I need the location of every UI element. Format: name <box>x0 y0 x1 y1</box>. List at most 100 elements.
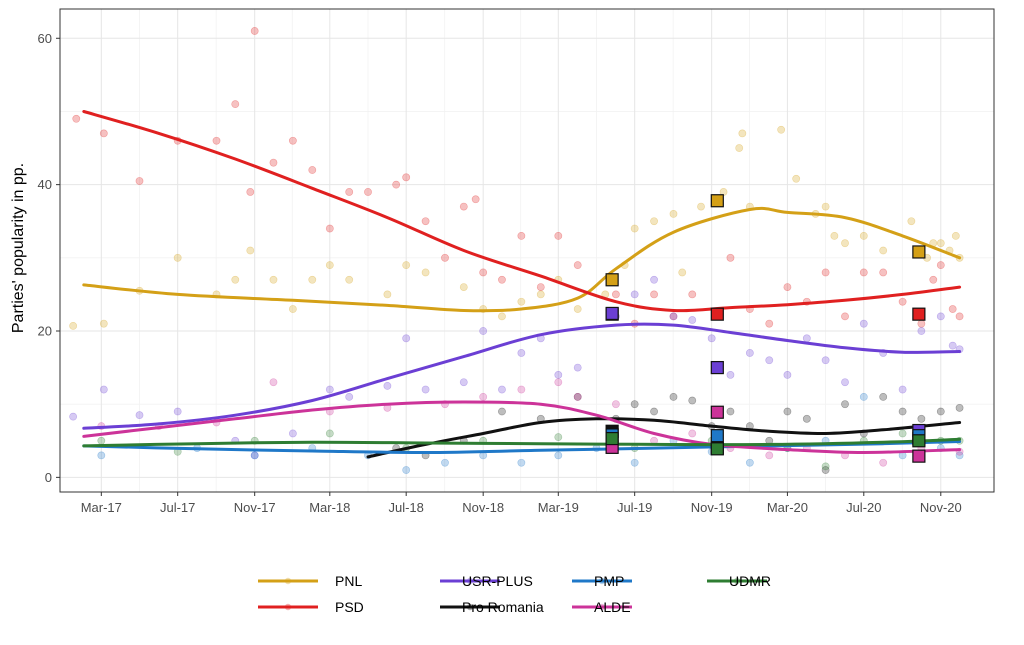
poll-point <box>308 275 317 284</box>
poll-point <box>288 429 297 438</box>
x-tick-label: Nov-18 <box>462 500 504 515</box>
poll-point <box>879 268 888 277</box>
poll-point <box>135 177 144 185</box>
poll-point <box>688 316 697 324</box>
poll-point <box>688 429 697 438</box>
poll-point <box>517 231 526 240</box>
poll-point <box>898 385 907 394</box>
legend-item-alde: ALDE <box>572 599 632 615</box>
poll-point <box>471 195 480 204</box>
trend-line-usr-plus <box>82 322 962 430</box>
poll-point <box>669 312 678 321</box>
poll-point <box>765 356 774 365</box>
poll-point <box>99 129 108 138</box>
poll-point <box>936 261 945 270</box>
poll-point <box>498 407 506 416</box>
poll-point <box>630 224 639 233</box>
poll-point <box>821 462 830 471</box>
y-tick-label: 0 <box>45 470 52 485</box>
legend-key-point <box>466 577 474 585</box>
poll-point <box>269 378 278 387</box>
legend-label: USR-PLUS <box>462 573 533 589</box>
legend-label: ALDE <box>594 599 631 615</box>
poll-point <box>898 429 907 438</box>
poll-point <box>421 268 430 277</box>
poll-point <box>325 224 334 233</box>
trend-line-psd <box>82 110 962 313</box>
poll-point <box>917 327 926 335</box>
poll-point <box>69 321 78 330</box>
election-result-marker <box>912 307 926 321</box>
poll-point <box>650 290 658 299</box>
poll-point <box>498 385 506 394</box>
trend-line-udmr <box>82 437 962 448</box>
legend-label: PNL <box>335 573 362 589</box>
poll-point <box>554 378 563 387</box>
poll-point <box>726 407 735 416</box>
poll-point <box>630 458 639 467</box>
poll-point <box>630 290 639 299</box>
poll-point <box>859 319 868 328</box>
poll-point <box>421 217 430 226</box>
panel-frame <box>59 8 995 493</box>
poll-point <box>955 451 964 460</box>
poll-point <box>802 334 811 343</box>
poll-point <box>364 188 372 196</box>
poll-point <box>669 392 678 401</box>
poll-point <box>459 378 468 387</box>
election-result-marker <box>912 449 926 463</box>
poll-point <box>479 392 488 401</box>
poll-point <box>929 275 938 284</box>
legend-item-pmp: PMP <box>572 573 632 589</box>
poll-point <box>738 129 747 138</box>
poll-point <box>231 275 240 284</box>
poll-point <box>392 180 401 189</box>
trend-line-pro-romania <box>366 417 962 459</box>
trend-line-pnl <box>82 206 962 313</box>
poll-point <box>573 392 582 401</box>
poll-point <box>765 319 774 328</box>
poll-point <box>402 466 411 474</box>
election-result-marker <box>710 429 724 443</box>
x-tick-label: Nov-20 <box>920 500 962 515</box>
poll-point <box>841 312 849 321</box>
poll-point <box>554 371 563 379</box>
poll-point <box>383 290 392 299</box>
poll-point <box>498 312 506 321</box>
poll-point <box>402 261 411 270</box>
poll-point <box>650 275 658 284</box>
poll-point <box>697 202 705 211</box>
poll-point <box>402 334 411 343</box>
poll-point <box>402 173 411 182</box>
poll-point <box>269 275 278 284</box>
poll-point <box>948 341 957 350</box>
poll-point <box>246 246 255 255</box>
election-result-marker <box>710 360 724 375</box>
poll-point <box>669 210 678 218</box>
legend-label: Pro Romania <box>462 599 544 615</box>
poll-point <box>479 327 488 335</box>
poll-point <box>735 144 744 152</box>
poll-point <box>611 290 620 299</box>
poll-point <box>554 433 563 442</box>
poll-point <box>325 261 334 270</box>
plot-panel <box>60 9 994 492</box>
poll-point <box>212 136 221 145</box>
legend-item-pnl: PNL <box>258 573 362 589</box>
poll-point <box>441 458 449 467</box>
x-tick-label: Nov-19 <box>691 500 733 515</box>
poll-point <box>459 283 468 291</box>
panel-border <box>59 8 995 493</box>
panel-background <box>60 9 994 492</box>
y-tick-label: 40 <box>38 177 52 192</box>
poll-point <box>777 125 786 134</box>
legend: PNL PSD USR-PLUS Pro Romania PMP ALDE UDMR <box>258 573 771 615</box>
poll-point <box>421 385 430 394</box>
legend-key-point <box>598 603 606 611</box>
poll-point <box>554 451 563 460</box>
poll-point <box>99 319 108 328</box>
poll-point <box>936 312 945 321</box>
poll-point <box>898 297 907 306</box>
